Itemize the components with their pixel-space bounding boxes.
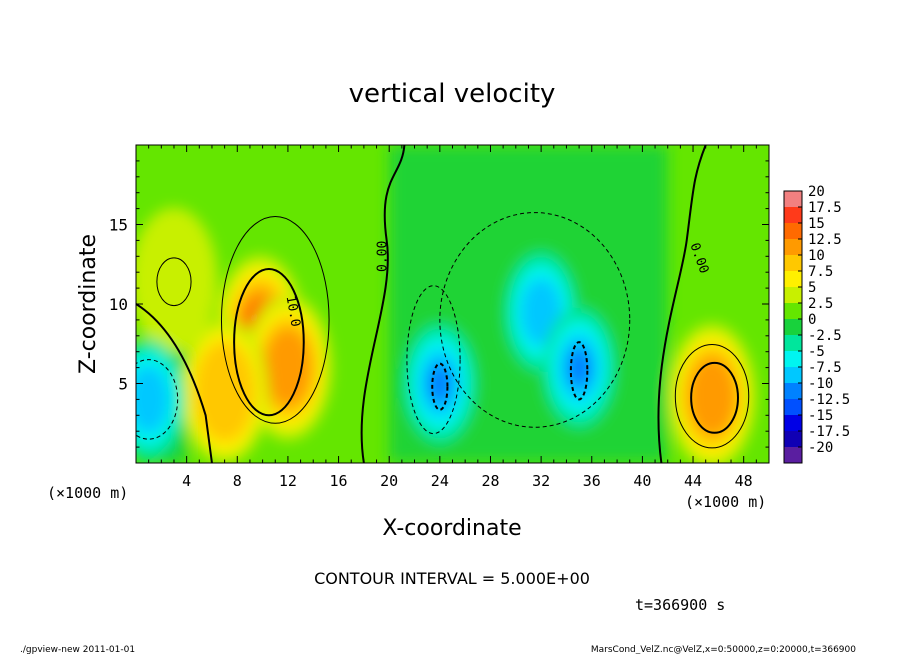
colorbar-swatch [784, 335, 802, 352]
y-tick-label: 10 [109, 295, 128, 314]
colorbar-swatch [784, 223, 802, 240]
colorbar-swatch [784, 271, 802, 288]
contour-label: 10.0 [283, 295, 303, 328]
x-tick-label: 44 [684, 472, 702, 490]
colorbar-label: 0 [808, 312, 816, 328]
time-text: t=366900 s [635, 596, 725, 614]
colorbar-swatch [784, 367, 802, 384]
colorbar-swatch [784, 191, 802, 208]
x-tick-label: 32 [532, 472, 550, 490]
footer-left-text: ./gpview-new 2011-01-01 [20, 645, 135, 654]
x-tick-label: 20 [380, 472, 398, 490]
contour-5 [156, 257, 192, 307]
contour-10 [233, 268, 305, 417]
colorbar-swatch [784, 239, 802, 256]
colorbar-label: 15 [808, 216, 825, 232]
colorbar-swatch [784, 399, 802, 416]
zero-contour [360, 145, 406, 463]
x-tick-label: 8 [233, 472, 242, 490]
footer-right-text: MarsCond_VelZ.nc@VelZ,x=0:50000,z=0:2000… [591, 645, 856, 654]
chart-title: vertical velocity [349, 79, 556, 109]
updraft-shade [688, 357, 736, 436]
downdraft-shade [136, 366, 169, 433]
colorbar-label: 17.5 [808, 200, 842, 216]
x-unit-left: (×1000 m) [47, 484, 128, 502]
updraft-shade [136, 207, 218, 353]
colorbar-label: 7.5 [808, 264, 833, 280]
contour-label: 0.00 [376, 241, 391, 272]
zero-contour [657, 145, 707, 463]
colorbar-frame [783, 190, 803, 464]
x-tick-label: 40 [633, 472, 651, 490]
updraft-shade [264, 328, 312, 407]
colorbar-swatch [784, 431, 802, 448]
colorbar-label: -20 [808, 440, 833, 456]
y-tick-label: 15 [109, 216, 128, 235]
contour-neg5 [406, 285, 461, 435]
colorbar-label: -10 [808, 376, 833, 392]
colorbar-swatch [784, 255, 802, 272]
colorbar-swatch [784, 287, 802, 304]
colorbar-swatch [784, 303, 802, 320]
colorbar-label: 20 [808, 184, 825, 200]
contour-10 [690, 361, 739, 434]
x-tick-label: 16 [330, 472, 348, 490]
colorbar-label: 2.5 [808, 296, 833, 312]
colorbar-swatch [784, 207, 802, 224]
contour-interval-text: CONTOUR INTERVAL = 5.000E+00 [314, 569, 590, 588]
colorbar-swatch [784, 447, 802, 464]
colorbar-swatch [784, 351, 802, 368]
contour-neg10 [431, 362, 449, 411]
contour-5 [674, 344, 750, 449]
x-unit-right: (×1000 m) [685, 493, 766, 511]
x-tick-label: 12 [279, 472, 297, 490]
contour-neg5 [439, 212, 631, 428]
colorbar-swatch [784, 383, 802, 400]
x-tick-label: 36 [583, 472, 601, 490]
x-tick-label: 28 [481, 472, 499, 490]
colorbar-label: -2.5 [808, 328, 842, 344]
y-axis-label: Z-coordinate [76, 234, 101, 374]
colorbar-label: 5 [808, 280, 816, 296]
x-tick-label: 4 [182, 472, 191, 490]
colorbar-label: 10 [808, 248, 825, 264]
contour-neg10 [569, 341, 589, 401]
colorbar-label: -7.5 [808, 360, 842, 376]
colorbar-swatch [784, 415, 802, 432]
downdraft-shade [521, 278, 562, 346]
colorbar-label: -12.5 [808, 392, 850, 408]
x-axis-label: X-coordinate [382, 516, 521, 541]
colorbar-label: -5 [808, 344, 825, 360]
colorbar-label: -15 [808, 408, 833, 424]
y-tick-label: 5 [118, 375, 128, 394]
colorbar: 2017.51512.5107.552.50-2.5-5-7.5-10-12.5… [783, 184, 850, 464]
downdraft-shade [567, 347, 592, 388]
colorbar-label: 12.5 [808, 232, 842, 248]
updraft-shade [194, 341, 255, 442]
colorbar-label: -17.5 [808, 424, 850, 440]
contour-5 [220, 216, 330, 424]
zero-contour [136, 303, 213, 463]
x-tick-label: 48 [735, 472, 753, 490]
x-tick-label: 24 [431, 472, 449, 490]
colorbar-swatch [784, 319, 802, 336]
contour-neg5 [136, 359, 179, 440]
